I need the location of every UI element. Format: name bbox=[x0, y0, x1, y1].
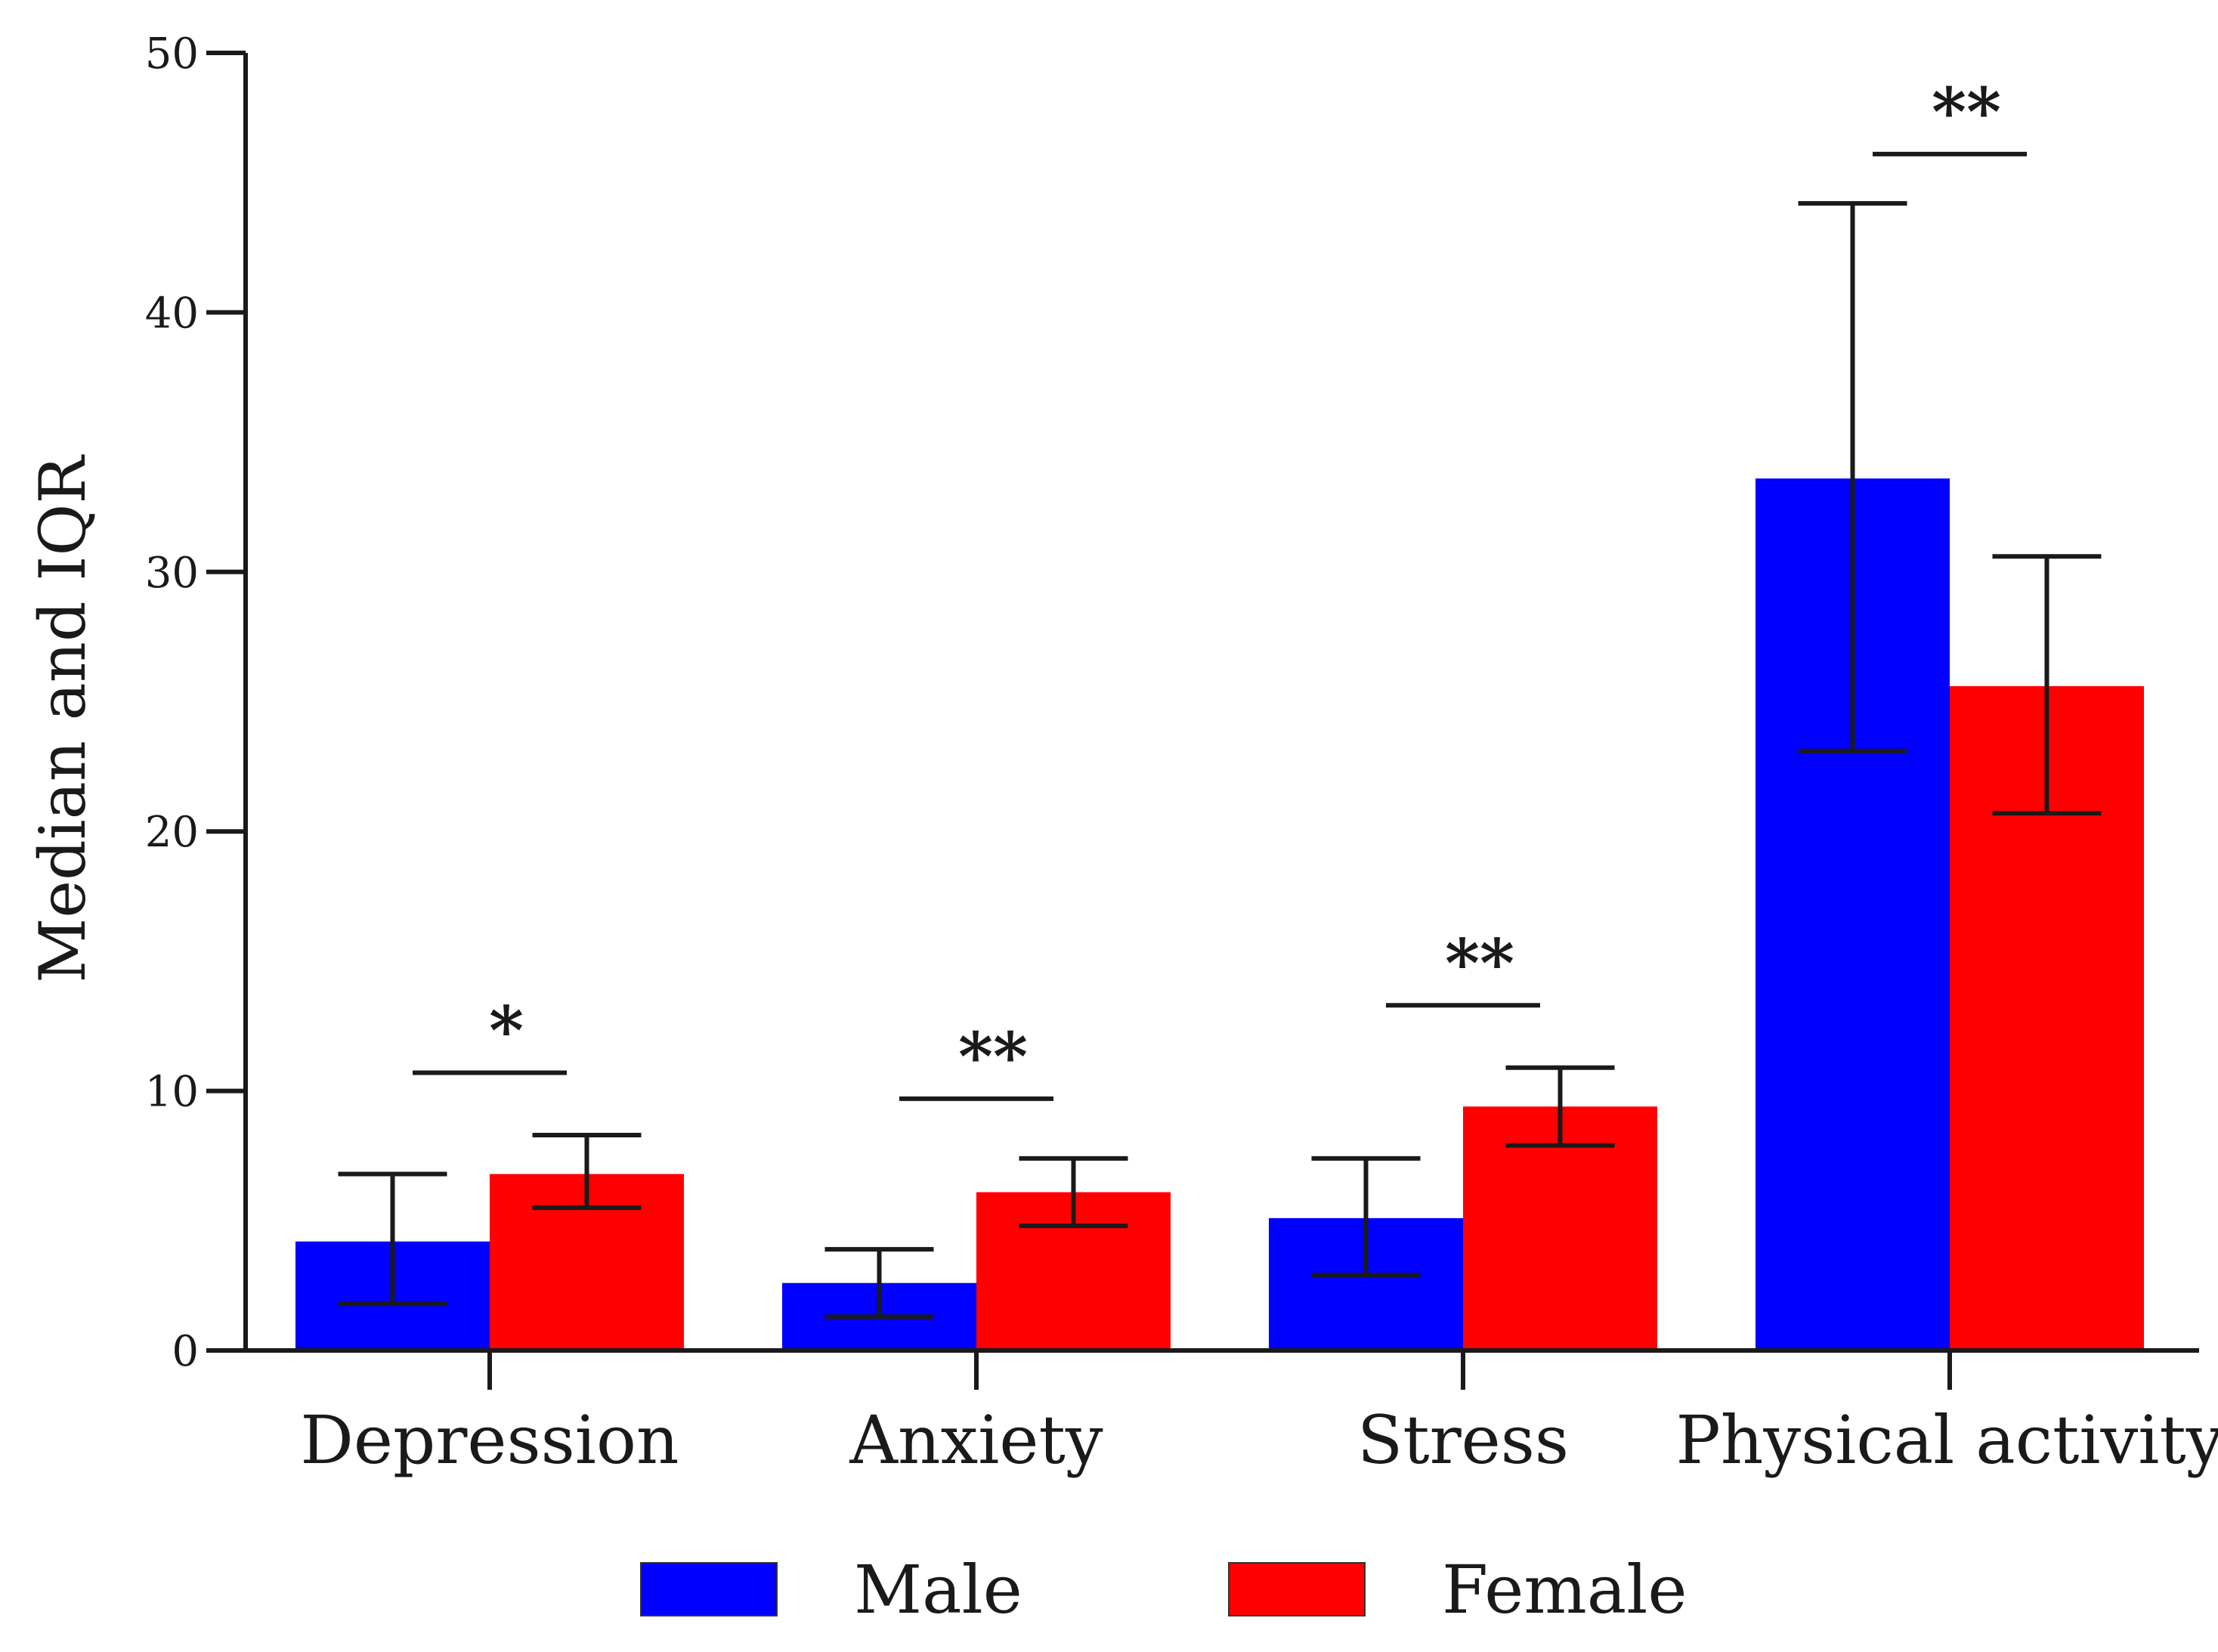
y-axis-title: Median and IQR bbox=[26, 454, 100, 983]
x-tick-label-1: Anxiety bbox=[849, 1401, 1103, 1479]
significance-label-0: * bbox=[489, 992, 524, 1070]
y-tick-label-20: 20 bbox=[145, 808, 199, 857]
y-tick-label-30: 30 bbox=[145, 549, 199, 598]
plot-area: * ****** bbox=[295, 73, 2144, 1350]
significance-label-1: ** bbox=[958, 1017, 1028, 1096]
x-tick-label-2: Stress bbox=[1357, 1401, 1569, 1479]
x-tick-label-0: Depression bbox=[300, 1401, 679, 1479]
legend: Male Female bbox=[640, 1551, 1687, 1629]
y-tick-label-0: 0 bbox=[172, 1327, 199, 1376]
legend-swatch-male bbox=[640, 1562, 778, 1616]
legend-label-male: Male bbox=[854, 1551, 1022, 1629]
y-tick-label-50: 50 bbox=[145, 29, 199, 79]
y-tick-label-40: 40 bbox=[145, 289, 199, 338]
x-tick-label-3: Physical activity bbox=[1676, 1401, 2218, 1479]
legend-swatch-female bbox=[1228, 1562, 1366, 1616]
significance-label-3: ** bbox=[1932, 73, 2001, 151]
axes: 0 10 20 30 40 50 Depression Anxiety Stress Physic… bbox=[26, 29, 2218, 1479]
y-tick-label-10: 10 bbox=[145, 1068, 199, 1117]
significance-label-2: ** bbox=[1445, 923, 1514, 1002]
legend-label-female: Female bbox=[1442, 1551, 1687, 1629]
